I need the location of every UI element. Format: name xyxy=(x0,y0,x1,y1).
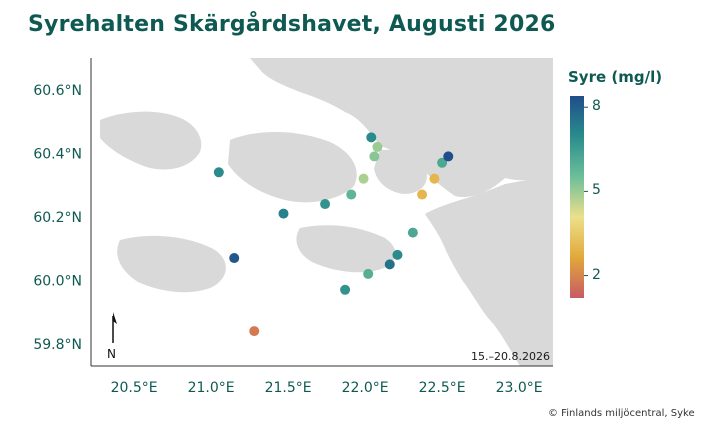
station-point xyxy=(358,173,369,184)
x-tick-label: 22.0°E xyxy=(342,380,389,396)
island-cluster-north xyxy=(374,149,427,194)
colorbar-ticks xyxy=(584,106,588,277)
station-point xyxy=(392,249,403,260)
station-point xyxy=(369,151,380,162)
station-point xyxy=(249,326,260,337)
north-label: N xyxy=(107,347,116,361)
station-point xyxy=(437,157,448,168)
colorbar xyxy=(570,96,584,298)
mainland-north xyxy=(250,58,553,198)
mainland-east xyxy=(425,175,553,366)
station-point xyxy=(407,227,418,238)
map-title: Syrehalten Skärgårdshavet, Augusti 2026 xyxy=(28,12,556,37)
y-tick-label: 60.4°N xyxy=(33,146,82,162)
land-layer xyxy=(100,58,553,366)
x-tick-label: 20.5°E xyxy=(111,380,158,396)
y-tick-label: 59.8°N xyxy=(33,337,82,353)
x-tick-label: 22.5°E xyxy=(419,380,466,396)
station-point xyxy=(320,199,331,210)
station-point xyxy=(429,173,440,184)
date-range-label: 15.–20.8.2026 xyxy=(471,350,550,363)
y-tick-labels: 59.8°N 60.0°N 60.2°N 60.4°N 60.6°N xyxy=(33,83,82,353)
x-tick-label: 23.0°E xyxy=(496,380,543,396)
station-point xyxy=(372,141,383,152)
archipelago-southeast xyxy=(296,225,396,273)
legend-tick-label: 8 xyxy=(592,98,601,115)
station-points xyxy=(213,132,454,337)
legend-tick-label: 5 xyxy=(592,182,601,199)
station-point xyxy=(363,268,374,279)
legend-tick-label: 2 xyxy=(592,266,601,283)
legend-title: Syre (mg/l) xyxy=(568,68,663,86)
archipelago-south xyxy=(117,235,226,293)
y-tick-label: 60.6°N xyxy=(33,83,82,99)
station-point xyxy=(366,132,377,143)
y-tick-label: 60.0°N xyxy=(33,273,82,289)
y-tick-label: 60.2°N xyxy=(33,210,82,226)
station-point xyxy=(213,167,224,178)
station-point xyxy=(346,189,357,200)
station-point xyxy=(417,189,428,200)
station-point xyxy=(443,151,454,162)
x-tick-label: 21.5°E xyxy=(265,380,312,396)
station-point xyxy=(278,208,289,219)
x-tick-label: 21.0°E xyxy=(188,380,235,396)
north-arrow: N xyxy=(107,312,117,361)
archipelago-west xyxy=(100,111,202,170)
credit-text: © Finlands miljöcentral, Syke xyxy=(548,408,695,419)
station-point xyxy=(340,284,351,295)
x-tick-labels: 20.5°E 21.0°E 21.5°E 22.0°E 22.5°E 23.0°E xyxy=(111,380,543,396)
station-point xyxy=(384,259,395,270)
north-arrow-head xyxy=(113,312,117,324)
station-point xyxy=(229,253,240,264)
archipelago-central xyxy=(228,131,357,203)
